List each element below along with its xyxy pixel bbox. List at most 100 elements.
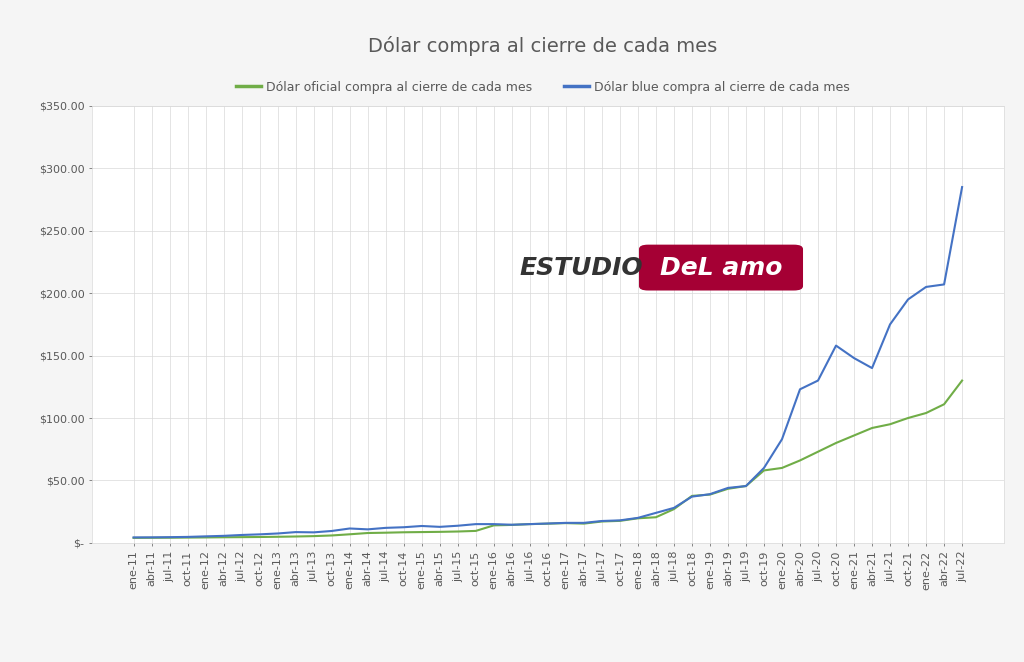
Dólar blue compra al cierre de cada mes	[487, 520, 500, 528]
Dólar blue compra al cierre de cada mes	[127, 534, 139, 542]
Dólar blue compra al cierre de cada mes	[506, 521, 518, 529]
Dólar oficial compra al cierre de cada mes	[794, 457, 806, 465]
Dólar oficial compra al cierre de cada mes	[397, 528, 410, 536]
Dólar oficial compra al cierre de cada mes	[884, 420, 896, 428]
Dólar blue compra al cierre de cada mes	[596, 517, 608, 525]
Dólar blue compra al cierre de cada mes	[326, 527, 338, 535]
Dólar blue compra al cierre de cada mes	[217, 532, 229, 540]
Text: DeL amo: DeL amo	[659, 256, 782, 279]
Dólar oficial compra al cierre de cada mes	[650, 513, 663, 521]
Dólar blue compra al cierre de cada mes	[344, 524, 356, 532]
Dólar oficial compra al cierre de cada mes	[776, 464, 788, 472]
Dólar blue compra al cierre de cada mes	[866, 364, 879, 372]
Dólar blue compra al cierre de cada mes	[613, 516, 626, 524]
Dólar oficial compra al cierre de cada mes	[829, 439, 842, 447]
Dólar blue compra al cierre de cada mes	[290, 528, 302, 536]
Dólar oficial compra al cierre de cada mes	[236, 533, 248, 541]
FancyBboxPatch shape	[639, 245, 803, 291]
Dólar oficial compra al cierre de cada mes	[848, 432, 860, 440]
Line: Dólar oficial compra al cierre de cada mes: Dólar oficial compra al cierre de cada m…	[133, 381, 963, 538]
Dólar oficial compra al cierre de cada mes	[380, 529, 392, 537]
Dólar oficial compra al cierre de cada mes	[487, 522, 500, 530]
Dólar oficial compra al cierre de cada mes	[758, 467, 770, 475]
Dólar oficial compra al cierre de cada mes	[722, 485, 734, 493]
Dólar oficial compra al cierre de cada mes	[452, 528, 464, 536]
Dólar blue compra al cierre de cada mes	[902, 295, 914, 303]
Dólar oficial compra al cierre de cada mes	[127, 534, 139, 542]
Dólar blue compra al cierre de cada mes	[560, 519, 572, 527]
Dólar blue compra al cierre de cada mes	[164, 533, 176, 541]
Dólar blue compra al cierre de cada mes	[452, 522, 464, 530]
Dólar oficial compra al cierre de cada mes	[938, 401, 950, 408]
Dólar blue compra al cierre de cada mes	[668, 504, 680, 512]
Dólar blue compra al cierre de cada mes	[739, 482, 752, 490]
Dólar blue compra al cierre de cada mes	[884, 320, 896, 328]
Dólar oficial compra al cierre de cada mes	[470, 527, 482, 535]
Dólar oficial compra al cierre de cada mes	[326, 532, 338, 540]
Dólar oficial compra al cierre de cada mes	[703, 491, 716, 498]
Dólar blue compra al cierre de cada mes	[956, 183, 969, 191]
Dólar oficial compra al cierre de cada mes	[523, 520, 536, 528]
Dólar oficial compra al cierre de cada mes	[416, 528, 428, 536]
Dólar blue compra al cierre de cada mes	[776, 435, 788, 443]
Dólar oficial compra al cierre de cada mes	[956, 377, 969, 385]
Dólar blue compra al cierre de cada mes	[794, 385, 806, 393]
Dólar blue compra al cierre de cada mes	[307, 528, 319, 536]
Dólar blue compra al cierre de cada mes	[361, 526, 374, 534]
Dólar blue compra al cierre de cada mes	[397, 523, 410, 531]
Dólar blue compra al cierre de cada mes	[848, 354, 860, 362]
Dólar blue compra al cierre de cada mes	[920, 283, 932, 291]
Dólar oficial compra al cierre de cada mes	[613, 517, 626, 525]
Dólar blue compra al cierre de cada mes	[236, 531, 248, 539]
Dólar oficial compra al cierre de cada mes	[812, 448, 824, 455]
Dólar blue compra al cierre de cada mes	[416, 522, 428, 530]
Dólar oficial compra al cierre de cada mes	[200, 534, 212, 542]
Dólar oficial compra al cierre de cada mes	[433, 528, 445, 536]
Dólar blue compra al cierre de cada mes	[523, 520, 536, 528]
Dólar oficial compra al cierre de cada mes	[739, 482, 752, 490]
Text: ESTUDIO: ESTUDIO	[520, 256, 643, 279]
Dólar oficial compra al cierre de cada mes	[217, 534, 229, 542]
Dólar blue compra al cierre de cada mes	[181, 533, 194, 541]
Dólar oficial compra al cierre de cada mes	[307, 532, 319, 540]
Dólar oficial compra al cierre de cada mes	[578, 520, 590, 528]
Dólar blue compra al cierre de cada mes	[380, 524, 392, 532]
Dólar oficial compra al cierre de cada mes	[866, 424, 879, 432]
Dólar blue compra al cierre de cada mes	[686, 493, 698, 500]
Dólar oficial compra al cierre de cada mes	[632, 514, 644, 522]
Legend: Dólar oficial compra al cierre de cada mes, Dólar blue compra al cierre de cada : Dólar oficial compra al cierre de cada m…	[231, 75, 854, 99]
Text: Dólar compra al cierre de cada mes: Dólar compra al cierre de cada mes	[368, 36, 718, 56]
Dólar blue compra al cierre de cada mes	[632, 514, 644, 522]
Dólar oficial compra al cierre de cada mes	[506, 521, 518, 529]
Dólar blue compra al cierre de cada mes	[145, 534, 158, 542]
Dólar oficial compra al cierre de cada mes	[542, 520, 554, 528]
Line: Dólar blue compra al cierre de cada mes: Dólar blue compra al cierre de cada mes	[133, 187, 963, 538]
Dólar oficial compra al cierre de cada mes	[920, 409, 932, 417]
Dólar oficial compra al cierre de cada mes	[181, 534, 194, 542]
Dólar blue compra al cierre de cada mes	[812, 377, 824, 385]
Dólar oficial compra al cierre de cada mes	[344, 530, 356, 538]
Dólar oficial compra al cierre de cada mes	[560, 519, 572, 527]
Dólar blue compra al cierre de cada mes	[938, 281, 950, 289]
Dólar blue compra al cierre de cada mes	[254, 530, 266, 538]
Dólar blue compra al cierre de cada mes	[758, 464, 770, 472]
Dólar blue compra al cierre de cada mes	[200, 532, 212, 540]
Dólar blue compra al cierre de cada mes	[829, 342, 842, 350]
Dólar blue compra al cierre de cada mes	[578, 519, 590, 527]
Dólar oficial compra al cierre de cada mes	[668, 505, 680, 513]
Dólar blue compra al cierre de cada mes	[703, 490, 716, 498]
Dólar oficial compra al cierre de cada mes	[164, 534, 176, 542]
Dólar blue compra al cierre de cada mes	[650, 509, 663, 517]
Dólar oficial compra al cierre de cada mes	[902, 414, 914, 422]
Dólar oficial compra al cierre de cada mes	[686, 492, 698, 500]
Dólar oficial compra al cierre de cada mes	[271, 533, 284, 541]
Dólar oficial compra al cierre de cada mes	[290, 532, 302, 540]
Dólar blue compra al cierre de cada mes	[271, 530, 284, 538]
Dólar oficial compra al cierre de cada mes	[145, 534, 158, 542]
Dólar blue compra al cierre de cada mes	[470, 520, 482, 528]
Dólar oficial compra al cierre de cada mes	[361, 529, 374, 537]
Dólar oficial compra al cierre de cada mes	[596, 518, 608, 526]
Dólar blue compra al cierre de cada mes	[433, 523, 445, 531]
Dólar blue compra al cierre de cada mes	[722, 484, 734, 492]
Dólar blue compra al cierre de cada mes	[542, 520, 554, 528]
